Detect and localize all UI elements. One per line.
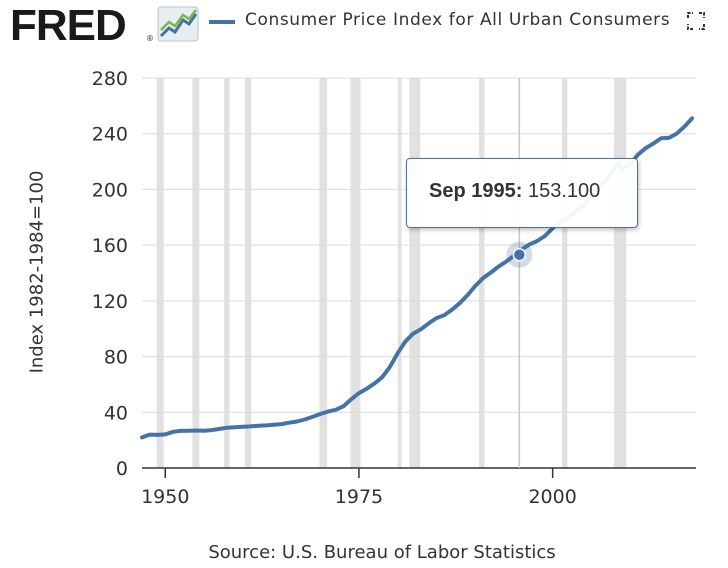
- y-tick-label: 120: [92, 291, 128, 313]
- y-tick-label: 80: [104, 347, 128, 369]
- tooltip: Sep 1995: 153.100: [406, 158, 638, 228]
- recession-band: [479, 78, 485, 468]
- recession-band: [245, 78, 252, 468]
- recession-band: [409, 78, 421, 468]
- fred-graph-logo-icon: [157, 6, 199, 42]
- fred-logo[interactable]: FRED: [10, 1, 127, 50]
- hover-marker: [506, 78, 533, 468]
- recession-bands: [156, 78, 627, 468]
- registered-mark: ®: [146, 34, 154, 43]
- hover-point: [512, 248, 527, 262]
- y-tick-label: 200: [92, 179, 128, 201]
- recession-band: [397, 78, 402, 468]
- tooltip-date: Sep 1995:: [429, 180, 523, 202]
- y-tick-label: 0: [116, 458, 128, 480]
- legend-swatch: [209, 20, 235, 24]
- x-tick-label: 1950: [141, 486, 189, 508]
- y-tick-label: 280: [92, 68, 128, 90]
- cpi-line-chart: 0 40 80 120 160 200 240 280 1950 1975 2000: [92, 68, 696, 508]
- expand-icon[interactable]: [686, 11, 706, 31]
- recession-band: [319, 78, 328, 468]
- chart-legend: Consumer Price Index for All Urban Consu…: [209, 8, 709, 36]
- y-tick-label: 40: [104, 402, 128, 424]
- source-note: Source: U.S. Bureau of Labor Statistics: [208, 542, 556, 563]
- x-tick-label: 1975: [335, 486, 383, 508]
- legend-label: Consumer Price Index for All Urban Consu…: [245, 10, 671, 30]
- x-tick-label: 2000: [528, 486, 576, 508]
- recession-band: [156, 78, 164, 468]
- recession-band: [561, 78, 568, 468]
- axes: 0 40 80 120 160 200 240 280 1950 1975 2000: [92, 68, 696, 508]
- recession-band: [350, 78, 361, 468]
- y-tick-label: 240: [92, 124, 128, 146]
- recession-band: [224, 78, 230, 468]
- tooltip-value: 153.100: [527, 180, 601, 202]
- y-tick-label: 160: [92, 235, 128, 257]
- header: FRED ® Consumer Price Index for All Urba…: [0, 0, 728, 54]
- recession-band: [613, 78, 627, 468]
- tooltip-text: Sep 1995: 153.100: [429, 180, 600, 203]
- recession-band: [192, 78, 200, 468]
